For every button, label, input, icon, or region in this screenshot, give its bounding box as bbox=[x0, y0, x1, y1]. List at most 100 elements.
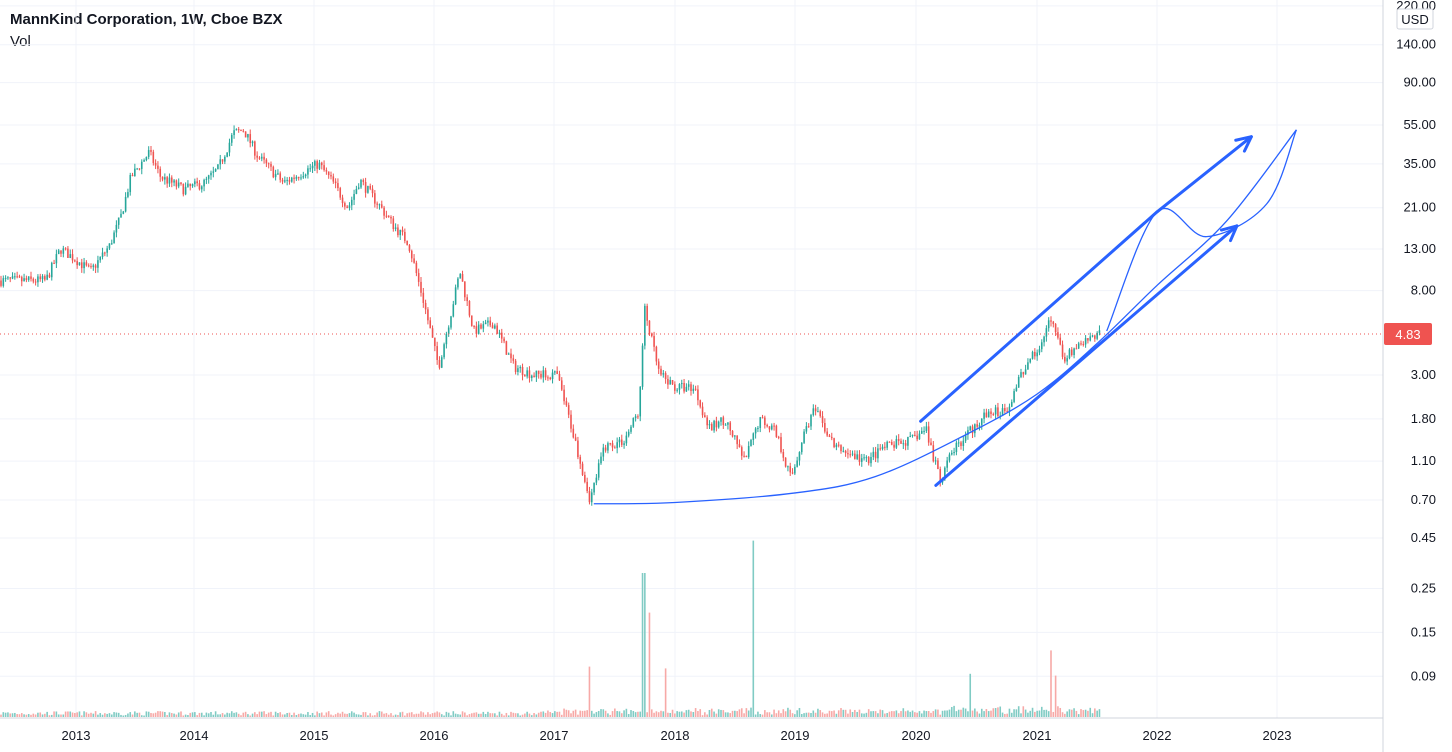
candle-body bbox=[498, 332, 501, 334]
volume-bar bbox=[217, 714, 219, 717]
candle-body bbox=[828, 435, 831, 437]
candle-body bbox=[4, 277, 7, 279]
candle-body bbox=[34, 281, 37, 283]
candle-body bbox=[874, 451, 877, 459]
candle-body bbox=[717, 421, 720, 428]
volume-bar bbox=[420, 711, 422, 717]
candle-body bbox=[800, 442, 803, 453]
volume-bar bbox=[177, 712, 180, 717]
volume-bar bbox=[99, 713, 102, 717]
candle-body bbox=[1034, 351, 1036, 357]
volume-bar bbox=[708, 709, 711, 717]
volume-bar bbox=[821, 712, 824, 717]
volume-bar bbox=[404, 715, 406, 717]
volume-bar bbox=[634, 712, 637, 717]
currency-badge[interactable]: USD bbox=[1396, 8, 1434, 30]
candle-body bbox=[704, 415, 706, 418]
volume-bar bbox=[590, 710, 593, 717]
volume-bar bbox=[519, 715, 522, 717]
candle-body bbox=[507, 353, 510, 355]
candle-body bbox=[247, 134, 249, 138]
volume-bar bbox=[374, 715, 376, 717]
volume-bar bbox=[1084, 709, 1087, 717]
channel-upper-line[interactable] bbox=[919, 210, 1159, 423]
candle-body bbox=[110, 243, 113, 245]
candle-body bbox=[385, 215, 388, 217]
trend-drawings[interactable] bbox=[593, 129, 1298, 505]
volume-bar bbox=[1052, 711, 1055, 717]
candle-body bbox=[724, 424, 727, 426]
volume-bar bbox=[902, 708, 905, 717]
candle-body bbox=[168, 177, 171, 184]
candle-body bbox=[166, 177, 168, 184]
volume-bar bbox=[166, 715, 168, 717]
candle-body bbox=[775, 425, 778, 437]
candle-body bbox=[152, 151, 155, 163]
candle-body bbox=[170, 177, 173, 183]
volume-bar bbox=[715, 713, 718, 717]
volume-bar bbox=[143, 715, 145, 717]
volume-bar bbox=[990, 710, 992, 717]
rounded-bottom-curve[interactable] bbox=[593, 129, 1297, 505]
volume-bar bbox=[890, 711, 893, 717]
volume-bar bbox=[627, 714, 630, 717]
volume-bar bbox=[678, 711, 681, 717]
candle-body bbox=[205, 178, 208, 180]
candle-body bbox=[1061, 344, 1064, 357]
candle-body bbox=[281, 179, 284, 182]
candle-body bbox=[0, 280, 2, 286]
volume-bar bbox=[392, 715, 395, 717]
candle-body bbox=[554, 371, 556, 373]
volume-bar bbox=[727, 712, 729, 717]
time-axis[interactable]: 2013 2014 2015 2016 2017 2018 2019 2020 2021 2022… bbox=[0, 717, 1383, 743]
volume-bar bbox=[249, 715, 252, 717]
candle-body bbox=[544, 370, 547, 378]
candle-body bbox=[309, 168, 312, 170]
upper-arrow[interactable] bbox=[1155, 135, 1253, 214]
candle-body bbox=[124, 196, 127, 212]
candle-body bbox=[23, 278, 25, 282]
candle-body bbox=[946, 460, 948, 468]
candle-body bbox=[784, 457, 787, 467]
candle-body bbox=[867, 457, 870, 464]
candle-body bbox=[692, 388, 695, 392]
candle-body bbox=[445, 333, 448, 345]
volume-bar bbox=[1010, 712, 1013, 717]
candle-body bbox=[978, 425, 981, 427]
time-tick-label: 2014 bbox=[180, 728, 209, 743]
volume-bar bbox=[895, 710, 898, 717]
volume-bar bbox=[69, 711, 72, 717]
candle-body bbox=[1064, 356, 1066, 362]
candle-body bbox=[517, 368, 519, 373]
volume-bar bbox=[279, 712, 282, 717]
candle-body bbox=[1004, 408, 1006, 412]
arrow-head[interactable] bbox=[1219, 224, 1239, 243]
candle-body bbox=[752, 433, 755, 440]
volume-bar bbox=[1045, 709, 1048, 717]
volume-bar bbox=[394, 714, 397, 717]
candle-body bbox=[272, 166, 275, 178]
candle-body bbox=[678, 384, 681, 390]
candle-body bbox=[1050, 320, 1052, 322]
volume-bar bbox=[563, 708, 565, 717]
volume-bar bbox=[754, 714, 757, 717]
price-axis[interactable]: 220.00140.0090.0055.0035.0021.0013.008.0… bbox=[1382, 0, 1452, 752]
channel-lower-arrow[interactable] bbox=[934, 224, 1239, 487]
volume-bar bbox=[962, 707, 965, 717]
volume-bar bbox=[953, 705, 955, 717]
candle-body bbox=[747, 446, 750, 458]
candle-body bbox=[64, 248, 67, 250]
candle-body bbox=[436, 346, 438, 360]
volume-bar bbox=[281, 714, 284, 717]
volume-bar bbox=[579, 710, 582, 717]
arrow-head[interactable] bbox=[1234, 135, 1253, 153]
candle-body bbox=[424, 302, 427, 310]
time-tick-label: 2023 bbox=[1263, 728, 1292, 743]
volume-bar bbox=[74, 713, 76, 717]
volume-bar bbox=[1004, 713, 1006, 717]
projection-curve[interactable] bbox=[1106, 129, 1298, 332]
candle-body bbox=[491, 325, 494, 329]
candle-body bbox=[902, 443, 905, 445]
volume-bar bbox=[1087, 710, 1089, 717]
